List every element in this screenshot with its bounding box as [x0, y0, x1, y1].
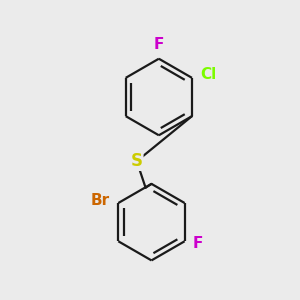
Text: F: F — [154, 37, 164, 52]
Text: Cl: Cl — [200, 67, 217, 82]
Text: F: F — [193, 236, 203, 251]
Text: S: S — [131, 152, 143, 170]
Text: Br: Br — [91, 193, 110, 208]
